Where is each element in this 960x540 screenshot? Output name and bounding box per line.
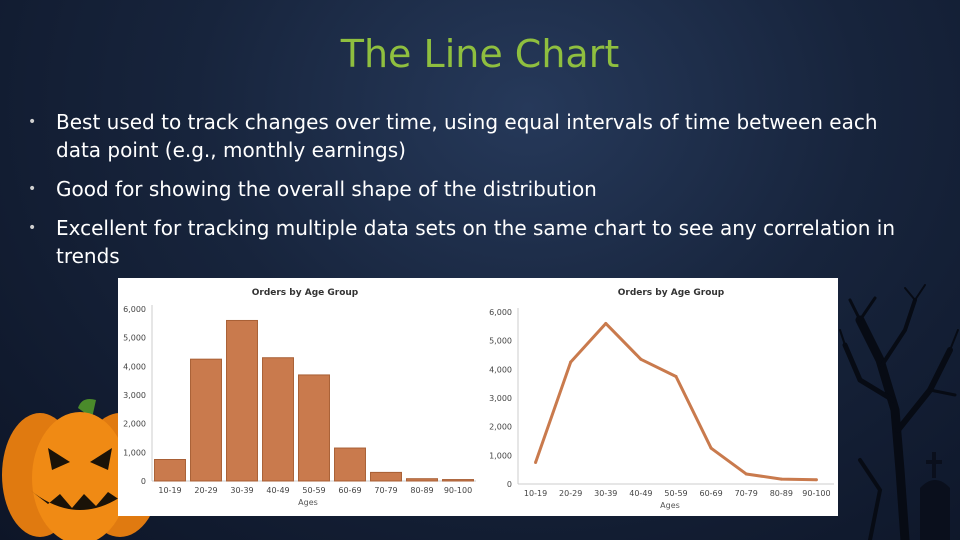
x-tick-label: 10-19 bbox=[158, 486, 181, 495]
slide-title: The Line Chart bbox=[340, 32, 620, 76]
x-tick-label: 40-49 bbox=[266, 486, 289, 495]
x-tick-label: 20-29 bbox=[194, 486, 217, 495]
data-point bbox=[534, 461, 538, 464]
bullet-item: • Best used to track changes over time, u… bbox=[28, 108, 908, 164]
y-tick-label: 3,000 bbox=[489, 394, 512, 403]
data-point bbox=[674, 375, 678, 378]
bullet-text: Best used to track changes over time, us… bbox=[56, 110, 878, 162]
x-tick-label: 30-39 bbox=[594, 489, 617, 498]
x-axis-label: Ages bbox=[298, 498, 318, 507]
bullet-list: • Best used to track changes over time, u… bbox=[28, 108, 908, 281]
y-tick-label: 4,000 bbox=[489, 365, 512, 374]
x-tick-label: 70-79 bbox=[735, 489, 758, 498]
bare-tree-icon bbox=[839, 284, 959, 540]
bar bbox=[406, 478, 438, 482]
y-tick-label: 3,000 bbox=[123, 391, 146, 400]
data-point bbox=[709, 446, 713, 450]
x-axis-label: Ages bbox=[660, 501, 680, 510]
bullet-item: • Good for showing the overall shape of t… bbox=[28, 175, 908, 203]
y-tick-label: 2,000 bbox=[489, 423, 512, 432]
x-tick-label: 50-59 bbox=[664, 489, 687, 498]
y-tick-label: 6,000 bbox=[489, 308, 512, 317]
bar bbox=[226, 319, 258, 482]
bar bbox=[154, 459, 186, 482]
x-tick-label: 20-29 bbox=[559, 489, 582, 498]
y-tick-label: 1,000 bbox=[123, 448, 146, 457]
x-tick-label: 80-89 bbox=[410, 486, 433, 495]
bar bbox=[262, 357, 294, 482]
data-point bbox=[814, 478, 818, 482]
y-tick-label: 6,000 bbox=[123, 305, 146, 314]
data-point bbox=[639, 357, 643, 361]
bullet-dot-icon: • bbox=[28, 114, 37, 130]
x-tick-label: 90-100 bbox=[802, 489, 830, 498]
x-tick-label: 10-19 bbox=[524, 489, 547, 498]
data-point bbox=[779, 477, 783, 481]
bullet-item: • Excellent for tracking multiple data se… bbox=[28, 214, 908, 270]
bar bbox=[190, 358, 222, 482]
x-tick-label: 30-39 bbox=[230, 486, 253, 495]
data-point bbox=[744, 472, 748, 476]
y-tick-label: 1,000 bbox=[489, 451, 512, 460]
bullet-dot-icon: • bbox=[28, 220, 37, 236]
bullet-text: Excellent for tracking multiple data set… bbox=[56, 216, 896, 268]
data-point bbox=[569, 360, 573, 364]
data-point bbox=[604, 321, 608, 325]
cross-icon bbox=[926, 452, 942, 478]
series-line bbox=[534, 321, 817, 482]
x-tick-label: 80-89 bbox=[770, 489, 793, 498]
bullet-dot-icon: • bbox=[28, 181, 37, 197]
y-tick-label: 0 bbox=[507, 480, 512, 489]
chart-title: Orders by Age Group bbox=[252, 288, 359, 298]
tombstone-icon bbox=[920, 480, 950, 540]
x-tick-label: 40-49 bbox=[629, 489, 652, 498]
x-tick-label: 90-100 bbox=[444, 486, 472, 495]
bar-chart: Orders by Age Group 0 1,000 2,000 3,000 4,000… bbox=[123, 288, 476, 507]
bar bbox=[442, 479, 474, 482]
x-tick-label: 50-59 bbox=[302, 486, 325, 495]
y-tick-label: 5,000 bbox=[123, 334, 146, 343]
bar bbox=[298, 374, 330, 482]
line-chart: Orders by Age Group 0 1,000 2,000 3,000 4,000… bbox=[489, 288, 834, 510]
chart-title: Orders by Age Group bbox=[618, 288, 725, 298]
x-tick-label: 60-69 bbox=[338, 486, 361, 495]
y-tick-label: 5,000 bbox=[489, 337, 512, 346]
bullet-text: Good for showing the overall shape of th… bbox=[56, 177, 597, 201]
x-tick-label: 70-79 bbox=[374, 486, 397, 495]
y-tick-label: 0 bbox=[141, 477, 146, 486]
chart-panel: Orders by Age Group 0 1,000 2,000 3,000 4,000… bbox=[118, 278, 838, 516]
y-tick-label: 4,000 bbox=[123, 362, 146, 371]
bar bbox=[334, 447, 366, 482]
x-tick-label: 60-69 bbox=[699, 489, 722, 498]
y-tick-label: 2,000 bbox=[123, 420, 146, 429]
bar bbox=[370, 471, 402, 482]
